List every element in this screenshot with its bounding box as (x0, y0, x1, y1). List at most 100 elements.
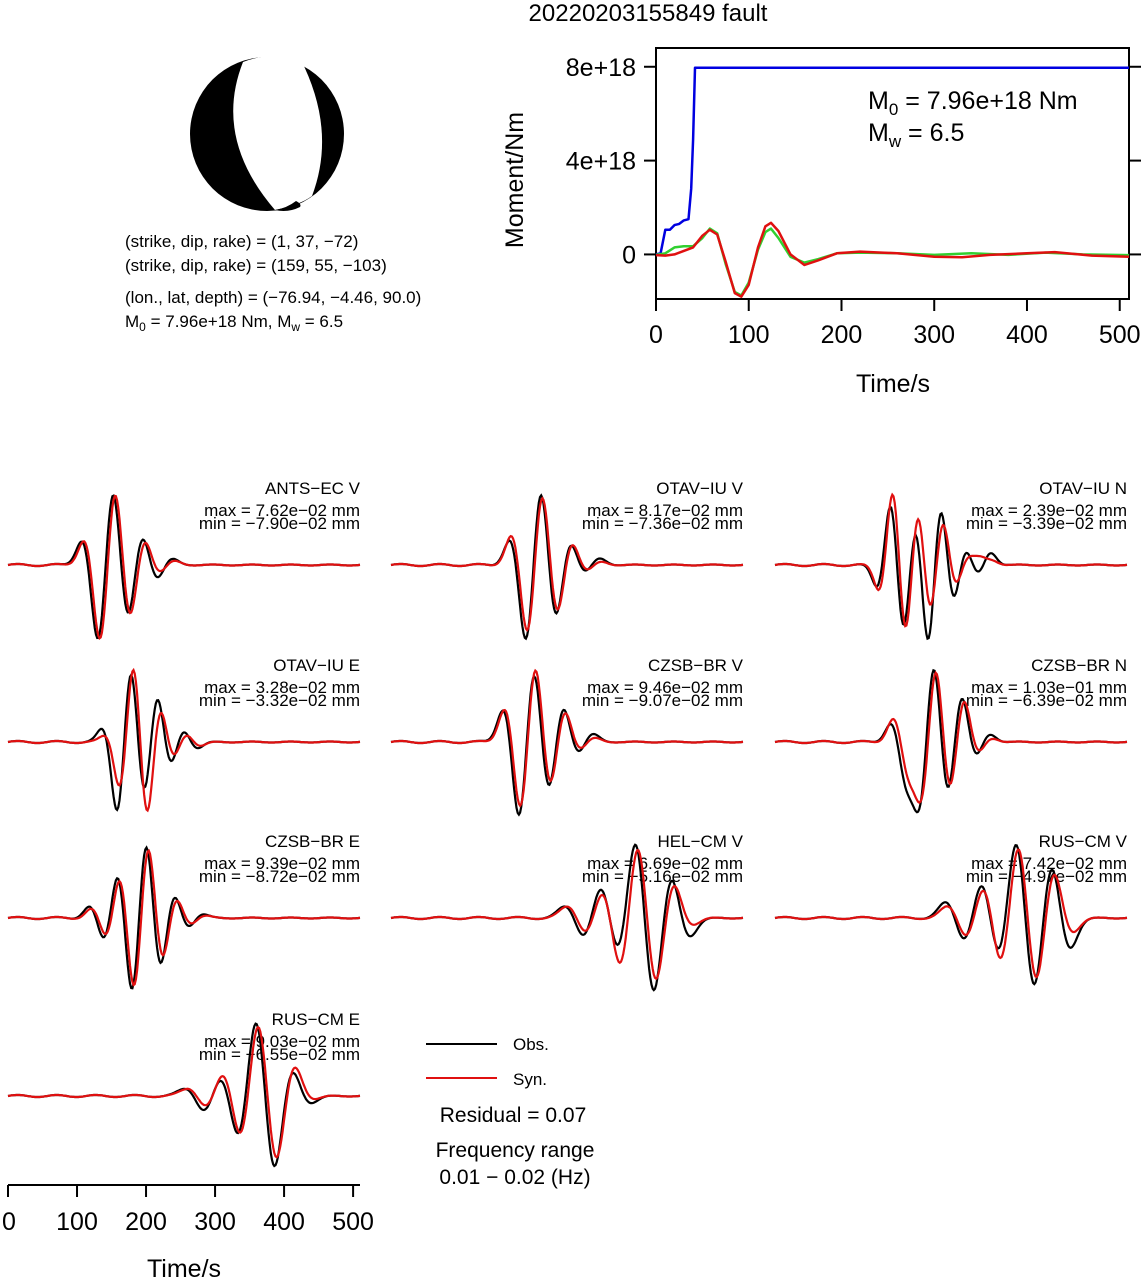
moment-ylabel: Moment/Nm (501, 112, 529, 248)
waveform-station-label: OTAV−IU V (656, 479, 743, 498)
moment-series (655, 66, 1130, 298)
moment-m0-sub: 0 (889, 100, 898, 119)
legend-syn-label: Syn. (513, 1070, 547, 1089)
focal-mechanism-beachball (190, 55, 344, 211)
waveform-synthetic-line (7, 848, 361, 987)
waveform-max-label: max = 2.39e−02 mm (971, 501, 1127, 520)
residual-text: Residual = 0.07 (440, 1104, 587, 1127)
waveform-station-label: CZSB−BR E (265, 832, 360, 851)
moment-series-line-moment (655, 66, 1129, 256)
mechanism-location: (lon., lat, depth) = (−76.94, −4.46, 90.… (125, 288, 421, 307)
mechanism-moment: M0 = 7.96e+18 Nm, Mw = 6.5 (125, 312, 343, 334)
moment-xlabel: Time/s (856, 370, 930, 398)
waveform-max-label: max = 9.39e−02 mm (204, 854, 360, 873)
waveform-min-label: min = −3.32e−02 mm (199, 691, 360, 710)
moment-m0-prefix: M (868, 87, 889, 115)
frequency-range: 0.01 − 0.02 (Hz) (439, 1166, 590, 1189)
mechanism-mw-suffix: = 6.5 (300, 312, 343, 331)
waveform-max-label: max = 1.03e−01 mm (971, 678, 1127, 697)
waveform-synthetic-line (390, 668, 744, 808)
mechanism-plane2: (strike, dip, rake) = (159, 55, −103) (125, 256, 387, 275)
moment-plot-frame (655, 47, 1130, 300)
moment-annotation-m0: M0 = 7.96e+18 Nm (868, 87, 1078, 119)
waveform-max-label: max = 9.03e−02 mm (204, 1032, 360, 1051)
waveform-min-label: min = −5.16e−02 mm (582, 867, 743, 886)
waveform-station-label: HEL−CM V (658, 832, 744, 851)
waveform-min-label: min = −9.07e−02 mm (582, 691, 743, 710)
legend-obs-label: Obs. (513, 1035, 549, 1054)
moment-m0-rest: = 7.96e+18 Nm (898, 87, 1077, 115)
waveform-synthetic-line (390, 496, 744, 633)
mechanism-m0-prefix: M (125, 312, 139, 331)
moment-y-ticks: 0 4e+18 8e+18 (566, 54, 1141, 269)
mechanism-m0-mid: = 7.96e+18 Nm, M (146, 312, 292, 331)
mechanism-mw-sub: w (290, 320, 300, 334)
waveform-min-label: min = −8.72e−02 mm (199, 867, 360, 886)
waveform-time-axis: 0 100 200 300 400 500 Time/s (2, 1184, 374, 1281)
waveform-max-label: max = 6.69e−02 mm (587, 854, 743, 873)
waveform-synthetic-line (774, 670, 1128, 804)
waveform-max-label: max = 9.46e−02 mm (587, 678, 743, 697)
beachball-lower-dark (275, 201, 301, 211)
frequency-title: Frequency range (436, 1139, 595, 1162)
moment-chart: 0 4e+18 8e+18 0 100 200 300 400 500 Moment/Nm T… (501, 47, 1141, 398)
waveform-station-label: CZSB−BR N (1031, 656, 1127, 675)
waveform-station-label: OTAV−IU E (273, 656, 360, 675)
moment-x-tick-label: 400 (1006, 321, 1048, 349)
waveform-x-tick-label: 200 (125, 1208, 167, 1236)
moment-mw-prefix: M (868, 119, 889, 147)
figure-title: 20220203155849 fault (529, 0, 768, 27)
waveform-max-label: max = 3.28e−02 mm (204, 678, 360, 697)
moment-x-tick-label: 0 (649, 321, 663, 349)
moment-x-ticks: 0 100 200 300 400 500 (649, 299, 1141, 349)
waveform-x-tick-label: 300 (194, 1208, 236, 1236)
waveform-min-label: min = −3.39e−02 mm (966, 514, 1127, 533)
waveform-min-label: min = −7.36e−02 mm (582, 514, 743, 533)
waveform-synthetic-line (7, 494, 361, 640)
waveform-max-label: max = 8.17e−02 mm (587, 501, 743, 520)
mechanism-plane1: (strike, dip, rake) = (1, 37, −72) (125, 232, 358, 251)
waveform-x-tick-label: 0 (2, 1208, 16, 1236)
moment-y-tick-label: 4e+18 (566, 148, 636, 176)
waveform-x-tick-label: 500 (332, 1208, 374, 1236)
waveform-xlabel: Time/s (147, 1255, 221, 1281)
waveform-station-label: CZSB−BR V (648, 656, 744, 675)
moment-mw-sub: w (888, 132, 902, 151)
moment-x-tick-label: 200 (821, 321, 863, 349)
waveform-max-label: max = 7.62e−02 mm (204, 501, 360, 520)
waveform-synthetic-line (774, 848, 1128, 979)
waveform-station-label: ANTS−EC V (265, 479, 361, 498)
waveform-x-tick-label: 100 (56, 1208, 98, 1236)
waveform-min-label: min = −6.39e−02 mm (966, 691, 1127, 710)
waveform-min-label: min = −4.97e−02 mm (966, 867, 1127, 886)
waveform-synthetic-line (774, 492, 1128, 628)
waveform-synthetic-line (7, 1025, 361, 1159)
moment-x-tick-label: 500 (1099, 321, 1141, 349)
moment-y-tick-label: 0 (622, 241, 636, 269)
moment-annotation-mw: Mw = 6.5 (868, 119, 964, 151)
moment-y-tick-label: 8e+18 (566, 54, 636, 82)
beachball-light-quadrant (233, 55, 323, 210)
moment-series-line-src_a (655, 221, 1130, 298)
waveform-min-label: min = −6.55e−02 mm (199, 1045, 360, 1064)
waveform-min-label: min = −7.90e−02 mm (199, 514, 360, 533)
waveform-synthetic-line (390, 848, 744, 981)
moment-x-tick-label: 100 (728, 321, 770, 349)
waveform-station-label: RUS−CM V (1039, 832, 1128, 851)
waveform-x-tick-label: 400 (263, 1208, 305, 1236)
waveform-station-label: OTAV−IU N (1039, 479, 1127, 498)
legend: Obs. Syn. Residual = 0.07 Frequency rang… (426, 1035, 594, 1189)
moment-mw-rest: = 6.5 (901, 119, 964, 147)
